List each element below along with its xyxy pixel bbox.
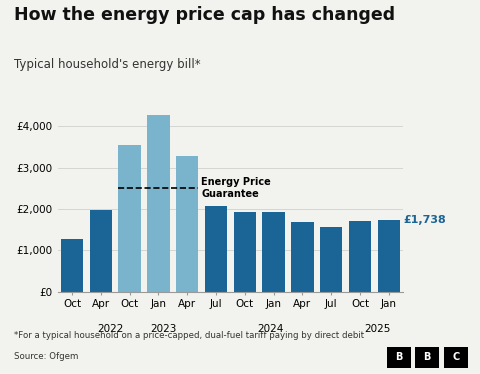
- Text: Typical household's energy bill*: Typical household's energy bill*: [14, 58, 201, 71]
- FancyBboxPatch shape: [386, 347, 411, 368]
- Text: Source: Ofgem: Source: Ofgem: [14, 352, 79, 361]
- Bar: [263, 212, 285, 292]
- Bar: [119, 145, 141, 292]
- Text: Energy Price
Guarantee: Energy Price Guarantee: [201, 178, 271, 199]
- Bar: [90, 210, 112, 292]
- Text: How the energy price cap has changed: How the energy price cap has changed: [14, 6, 396, 24]
- Text: B: B: [423, 352, 431, 362]
- Text: B: B: [395, 352, 402, 362]
- Bar: [61, 239, 83, 292]
- Bar: [320, 227, 342, 292]
- Text: 2024: 2024: [257, 324, 284, 334]
- Bar: [349, 221, 371, 292]
- Text: 2023: 2023: [151, 324, 177, 334]
- FancyBboxPatch shape: [415, 347, 439, 368]
- Text: 2022: 2022: [97, 324, 123, 334]
- Text: C: C: [452, 352, 459, 362]
- Text: *For a typical household on a price-capped, dual-fuel tariff paying by direct de: *For a typical household on a price-capp…: [14, 331, 364, 340]
- Bar: [291, 222, 313, 292]
- Text: 2025: 2025: [364, 324, 390, 334]
- Bar: [147, 115, 169, 292]
- Text: £1,738: £1,738: [403, 215, 446, 225]
- Bar: [234, 212, 256, 292]
- Bar: [176, 156, 198, 292]
- Bar: [205, 206, 227, 292]
- FancyBboxPatch shape: [444, 347, 468, 368]
- Bar: [378, 220, 400, 292]
